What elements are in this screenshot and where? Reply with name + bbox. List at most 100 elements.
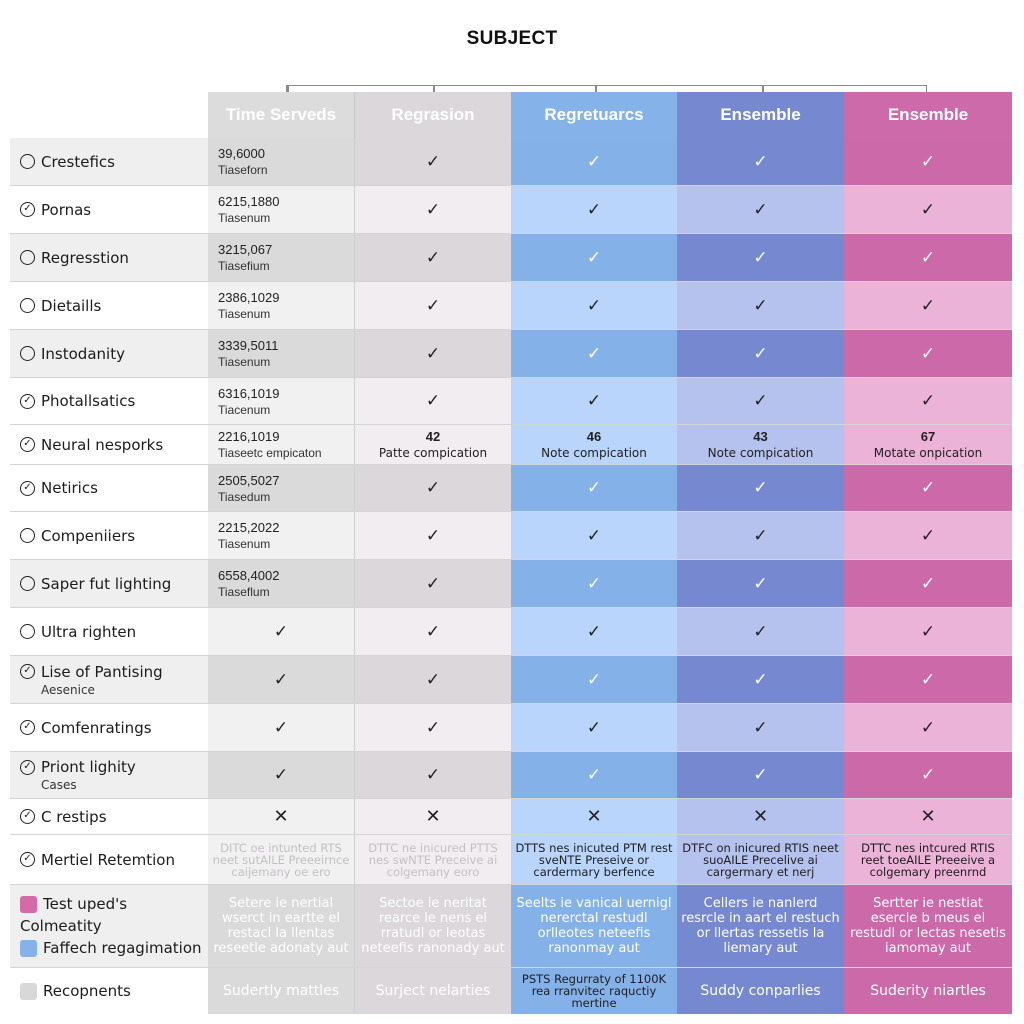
table-row: ✓ Netirics 2505,5027 Tiasedum ✓ ✓ ✓ ✓ [10, 465, 1012, 512]
check-icon: ✓ [425, 573, 441, 594]
table-row: Saper fut lighting 6558,4002 Tiaseflum ✓ … [10, 560, 1012, 608]
stat-cell: 42 Patte compication [378, 429, 488, 460]
column-header-ensemble-1[interactable]: Ensemble [677, 92, 844, 138]
value-cell: 3215,067 Tiasefium [208, 234, 355, 281]
column-group-bracket [286, 85, 927, 93]
stat-cell: 67 Motate onpication [873, 429, 983, 460]
row-label[interactable]: Dietaills [10, 282, 208, 329]
header-row: Time Serveds Regrasion Regretuarcs Ensem… [10, 92, 1012, 138]
table-row: Regresstion 3215,067 Tiasefium ✓ ✓ ✓ ✓ [10, 234, 1012, 282]
check-circle-icon: ✓ [20, 480, 35, 496]
check-icon: ✓ [425, 478, 441, 498]
x-mark-icon: ✕ [752, 806, 769, 827]
row-label[interactable]: ✓ Neural nesporks [10, 425, 208, 464]
check-icon: ✓ [920, 343, 936, 364]
check-icon: ✓ [920, 717, 936, 738]
row-label[interactable]: ✓ Priont lighity Cases [10, 752, 208, 798]
table-row: Dietaills 2386,1029 Tiasenum ✓ ✓ ✓ ✓ [10, 282, 1012, 330]
check-icon: ✓ [753, 343, 768, 364]
table-row: ✓ Lise of Pantising Aesenice ✓ ✓ ✓ ✓ ✓ [10, 656, 1012, 704]
check-icon: ✓ [920, 199, 936, 220]
check-icon: ✓ [586, 525, 602, 546]
row-label[interactable]: ✓ Comfenratings [10, 704, 208, 751]
check-icon: ✓ [273, 621, 289, 642]
check-icon: ✓ [273, 717, 289, 738]
check-icon: ✓ [920, 295, 936, 316]
radio-empty-icon [20, 298, 35, 313]
x-mark-icon: ✕ [425, 806, 441, 827]
check-icon: ✓ [586, 199, 602, 220]
row-label[interactable]: Ultra righten [10, 608, 208, 655]
check-icon: ✓ [586, 621, 602, 642]
table-row: ✓ Comfenratings ✓ ✓ ✓ ✓ ✓ [10, 704, 1012, 752]
check-icon: ✓ [753, 478, 768, 498]
description-text: Sertter ie nestiat esercle b meus el res… [850, 896, 1006, 956]
row-label[interactable]: ✓ Lise of Pantising Aesenice [10, 656, 208, 703]
row-label[interactable]: ✓ C restips [10, 799, 208, 834]
legend-row: Test uped's Colmeatity Faffech regagimat… [10, 885, 1012, 968]
check-icon: ✓ [753, 573, 768, 594]
description-text: DTTS nes inicuted PTM rest sveNTE Presei… [515, 840, 673, 879]
check-icon: ✓ [425, 295, 441, 316]
legend: Test uped's Colmeatity Faffech regagimat… [10, 885, 208, 967]
value-cell: 6316,1019 Tiacenum [208, 378, 355, 424]
check-icon: ✓ [586, 151, 602, 172]
radio-empty-icon [20, 624, 35, 639]
column-header-regretuarcs[interactable]: Regretuarcs [511, 92, 677, 138]
check-circle-icon: ✓ [20, 437, 35, 452]
radio-empty-icon [20, 528, 35, 543]
gray-swatch-icon [20, 982, 37, 1000]
check-icon: ✓ [586, 765, 602, 785]
check-icon: ✓ [586, 669, 602, 690]
check-icon: ✓ [425, 765, 441, 785]
column-header-ensemble-2[interactable]: Ensemble [844, 92, 1012, 138]
bottom-row: Recopnents Sudertly mattles Surject nela… [10, 968, 1012, 1014]
check-icon: ✓ [586, 478, 602, 498]
check-icon: ✓ [753, 525, 768, 546]
check-icon: ✓ [753, 669, 768, 690]
row-label[interactable]: ✓ Pornas [10, 186, 208, 233]
stat-cell: 46 Note compication [541, 429, 647, 460]
row-label[interactable]: Saper fut lighting [10, 560, 208, 607]
row-label[interactable]: Compeniiers [10, 512, 208, 559]
value-cell: 2386,1029 Tiasenum [208, 282, 355, 329]
check-icon: ✓ [920, 765, 936, 785]
row-label[interactable]: ✓ Mertiel Retemtion [10, 835, 208, 884]
description-text: Setere ie nertial wserct in eartte el re… [213, 896, 349, 956]
value-cell: 2505,5027 Tiasedum [208, 465, 355, 511]
row-label[interactable]: Instodanity [10, 330, 208, 377]
check-circle-icon: ✓ [20, 202, 35, 217]
stat-cell: 43 Note compication [707, 429, 814, 460]
table-row: ✓ Mertiel Retemtion DITC oe intunted RTS … [10, 835, 1012, 885]
column-header-regrasion[interactable]: Regrasion [355, 92, 511, 138]
table-title: SUBJECT [466, 28, 558, 49]
table-row: Crestefics 39,6000 Tiaseforn ✓ ✓ ✓ ✓ [10, 138, 1012, 186]
x-mark-icon: ✕ [920, 806, 936, 827]
column-header-time-serveds[interactable]: Time Serveds [208, 92, 355, 138]
table-row: ✓ Photallsatics 6316,1019 Tiacenum ✓ ✓ ✓ ✓ [10, 378, 1012, 425]
description-text: Cellers ie nanlerd resrcle in aart el re… [681, 896, 840, 956]
value-cell: 3339,5011 Tiasenum [208, 330, 355, 377]
check-icon: ✓ [425, 199, 441, 220]
value-cell: 6215,1880 Tiasenum [208, 186, 355, 233]
x-mark-icon: ✕ [273, 806, 289, 827]
comparison-table: Time Serveds Regrasion Regretuarcs Ensem… [10, 92, 1012, 1014]
description-text: DTFC on inicured RTIS neet suoAILE Prece… [682, 840, 839, 879]
table-row: ✓ Pornas 6215,1880 Tiasenum ✓ ✓ ✓ ✓ [10, 186, 1012, 234]
row-label[interactable]: ✓ Netirics [10, 465, 208, 511]
check-icon: ✓ [273, 765, 289, 785]
check-icon: ✓ [425, 247, 441, 268]
row-label[interactable]: Crestefics [10, 138, 208, 185]
radio-empty-icon [20, 154, 35, 169]
check-icon: ✓ [920, 621, 936, 642]
row-label[interactable]: ✓ Photallsatics [10, 378, 208, 424]
radio-empty-icon [20, 250, 35, 265]
row-label[interactable]: Regresstion [10, 234, 208, 281]
check-icon: ✓ [753, 621, 768, 642]
check-icon: ✓ [425, 669, 441, 690]
check-icon: ✓ [586, 295, 602, 316]
x-mark-icon: ✕ [586, 806, 602, 827]
radio-empty-icon [20, 576, 35, 591]
radio-empty-icon [20, 346, 35, 361]
check-icon: ✓ [920, 525, 936, 546]
